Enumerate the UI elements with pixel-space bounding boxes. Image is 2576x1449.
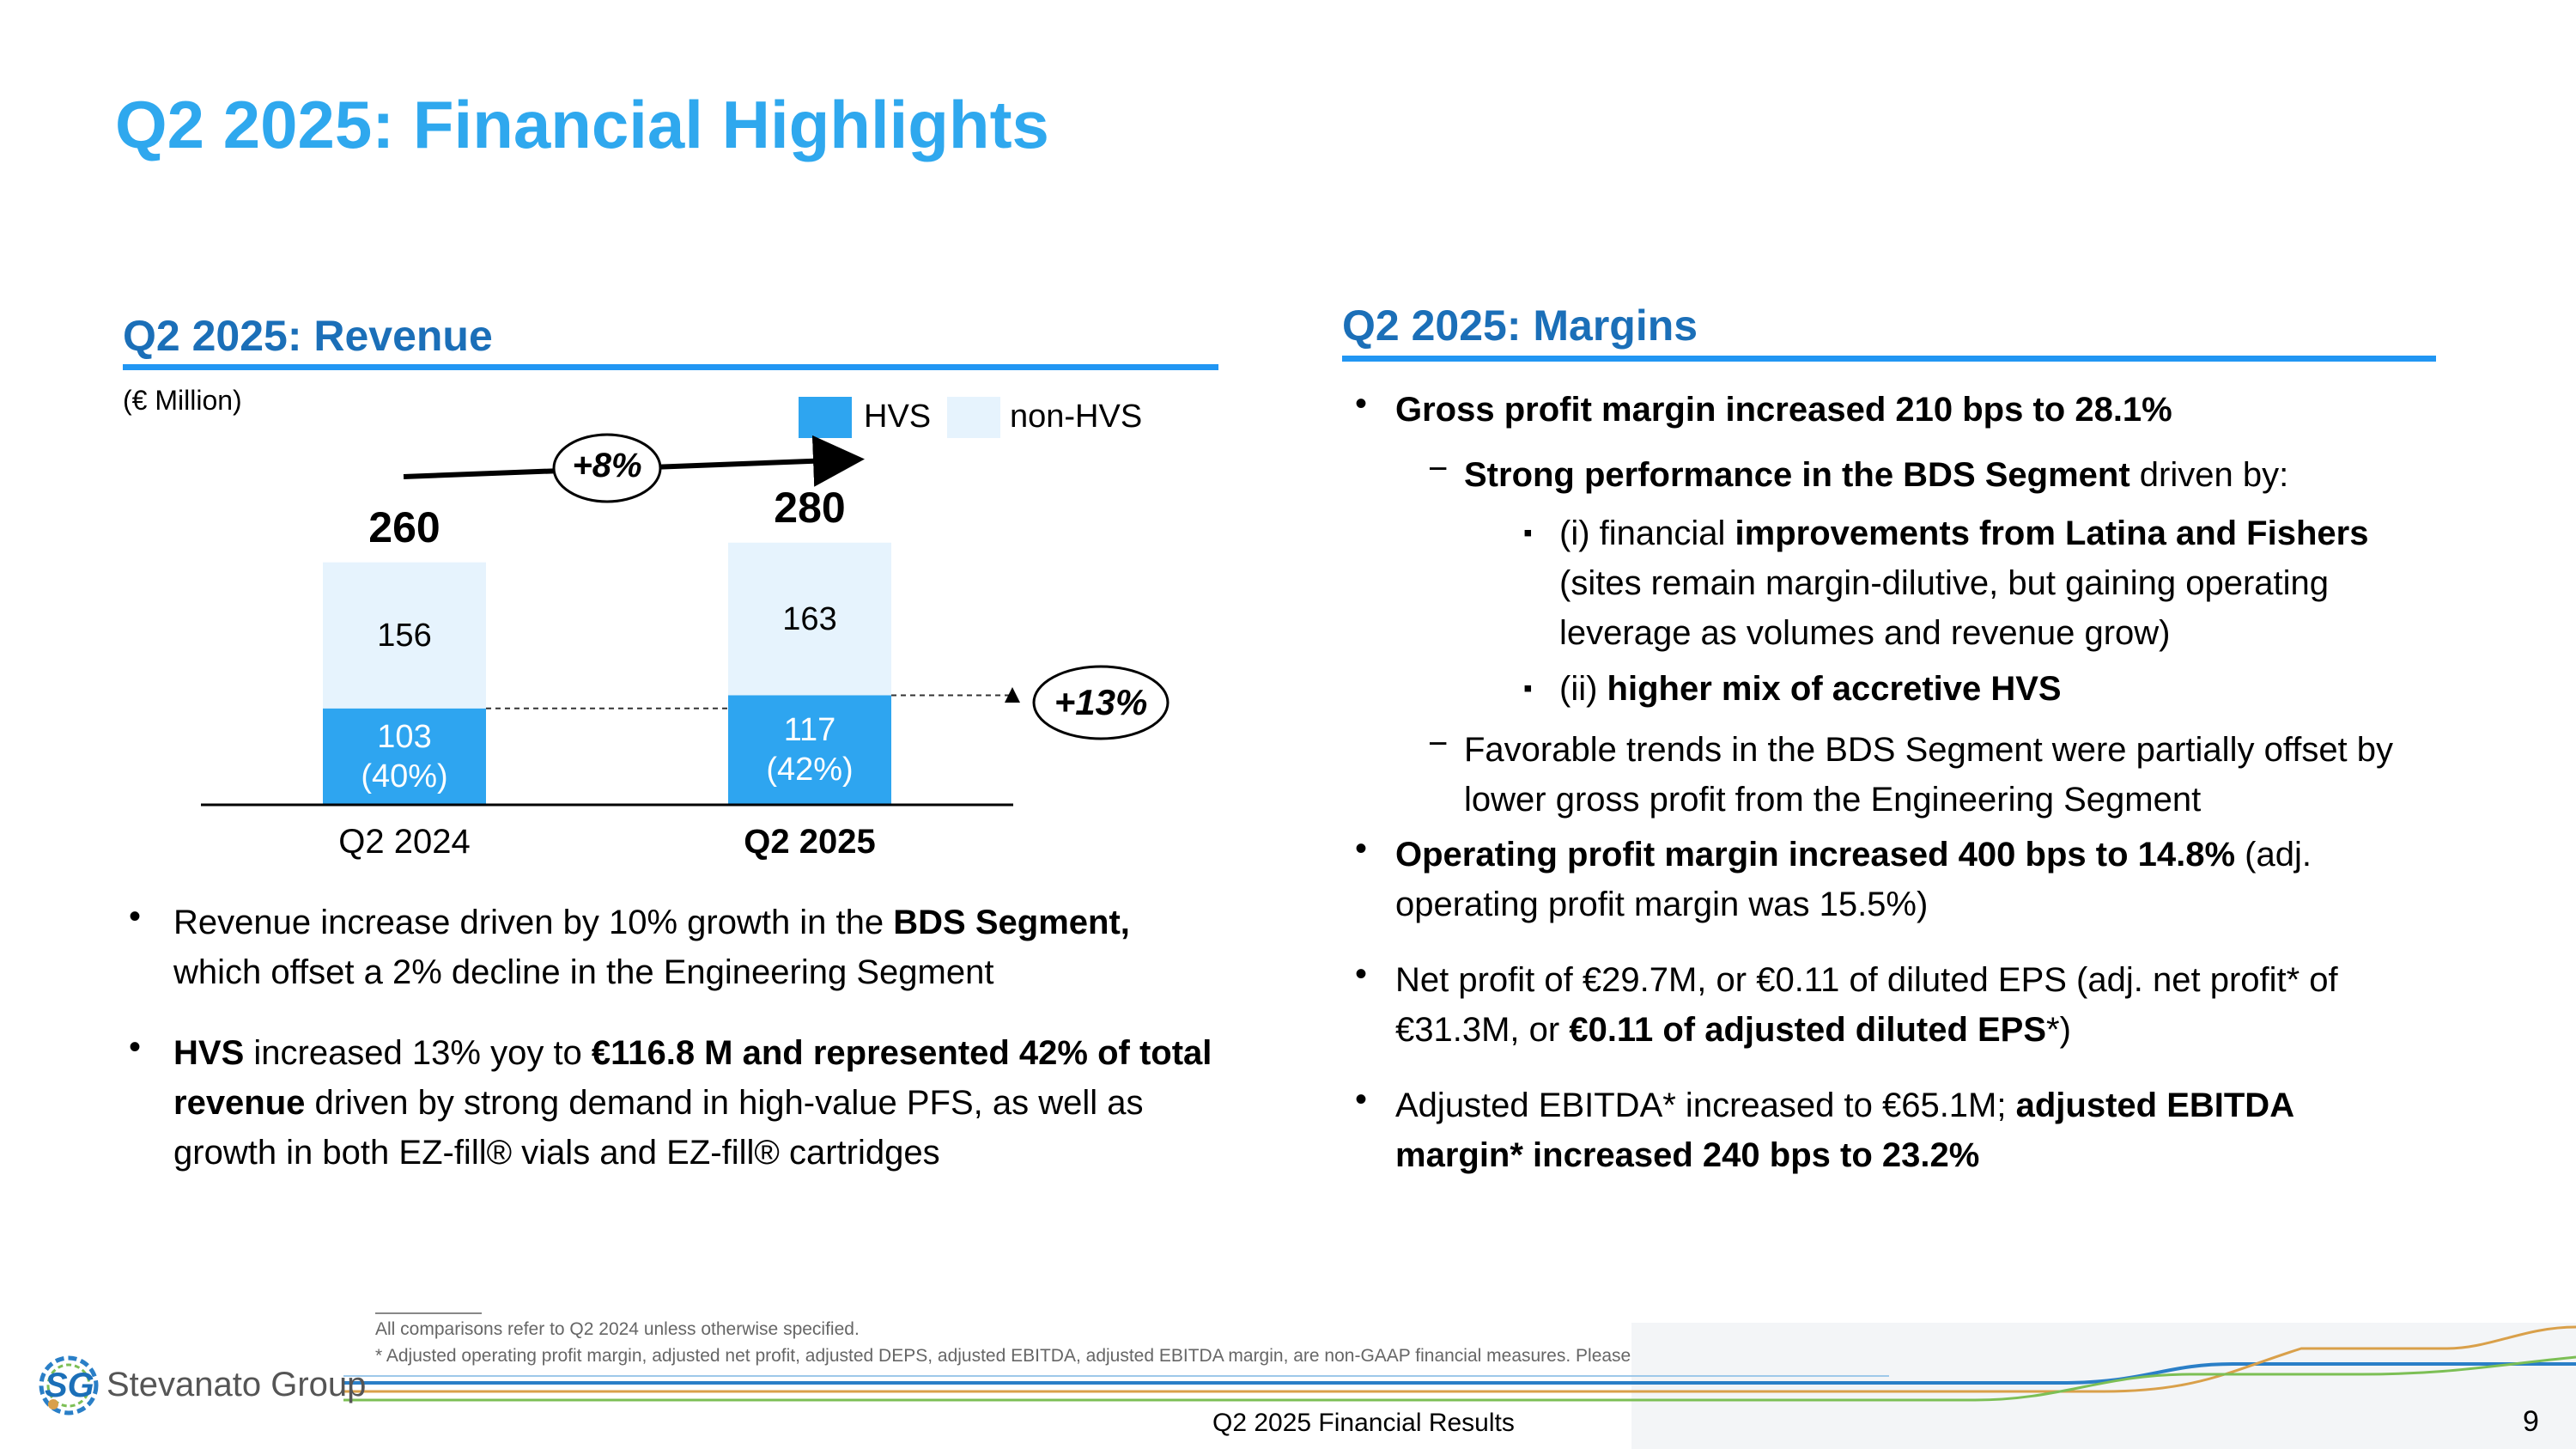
legend-label-hvs: HVS: [864, 399, 932, 435]
bar-q2-2024-non-hvs: [323, 562, 486, 709]
margins-item-2: Strong performance in the BDS Segment dr…: [1464, 450, 2426, 500]
revenue-bullet-1-part-1: Revenue increase driven by 10% growth in…: [173, 904, 894, 941]
margins-item-6-marker: •: [1355, 830, 1368, 868]
footer-line-green: [343, 1355, 2576, 1402]
x-tick-label-q2-2024: Q2 2024: [338, 823, 471, 861]
margins-item-7: Net profit of €29.7M, or €0.11 of dilute…: [1395, 955, 2426, 1055]
revenue-bullet-2-part-3: €116.8 M and represented 42% of total re…: [173, 1034, 1212, 1122]
logo-mark: SG: [45, 1367, 94, 1404]
margins-item-3-part-2: improvements from Latina and Fishers: [1735, 514, 2369, 552]
hvs-growth-label: +13%: [1054, 682, 1148, 722]
margins-item-3-part-3: (sites remain margin-dilutive, but gaini…: [1559, 564, 2330, 652]
footnote-rule: [375, 1312, 482, 1314]
revenue-stacked-bar-chart: [201, 433, 1170, 807]
margins-item-2-part-2: driven by:: [2129, 456, 2289, 494]
hvs-growth-callout: [1032, 665, 1170, 740]
margins-item-4-part-2: higher mix of accretive HVS: [1607, 670, 2062, 708]
margins-item-6: Operating profit margin increased 400 bp…: [1395, 830, 2426, 929]
margins-item-3: (i) financial improvements from Latina a…: [1559, 508, 2418, 658]
total-growth-label: +8%: [572, 447, 642, 484]
margins-item-3-marker: ▪: [1523, 519, 1533, 547]
legend-swatch-hvs: [799, 397, 852, 438]
revenue-bullet-1-marker: •: [129, 898, 142, 935]
logo-gear-icon: [39, 1355, 99, 1416]
bar-total-q2-2025: 280: [774, 483, 846, 532]
bar-q2-2024-hvs: [323, 708, 486, 805]
margins-item-4-marker: ▪: [1523, 674, 1533, 703]
footnote-1: All comparisons refer to Q2 2024 unless …: [375, 1319, 860, 1339]
margins-item-8-part-2: adjusted EBITDA margin* increased 240 bp…: [1395, 1087, 2293, 1174]
bar-q2-2025-hvs: [728, 695, 891, 805]
footer-line-orange: [343, 1325, 2576, 1393]
margins-item-4-part-1: (ii): [1559, 670, 1607, 708]
margins-item-7-part-2: €0.11 of adjusted diluted EPS: [1569, 1011, 2047, 1049]
hvs-growth-arrow-icon: [1005, 687, 1020, 703]
bar-label-q2-2024-hvs: 103 (40%): [361, 718, 448, 795]
margins-item-5-part-1: Favorable trends in the BDS Segment were…: [1464, 731, 2394, 819]
revenue-bullet-2: HVS increased 13% yoy to €116.8 M and re…: [173, 1028, 1217, 1178]
margins-item-1-marker: •: [1355, 385, 1368, 423]
margins-item-7-marker: •: [1355, 955, 1368, 993]
revenue-bullet-1-part-2: BDS Segment,: [893, 904, 1130, 941]
total-growth-callout: [552, 433, 662, 503]
bar-label-q2-2025-hvs: 117 (42%): [766, 712, 854, 788]
revenue-bullet-2-part-1: HVS: [173, 1034, 245, 1072]
margins-section-rule: [1342, 356, 2436, 362]
footer-doc-title: Q2 2025 Financial Results: [1212, 1409, 1515, 1437]
revenue-unit-note: (€ Million): [123, 385, 242, 416]
revenue-bullet-2-part-4: driven by strong demand in high-value PF…: [173, 1084, 1144, 1172]
margins-item-1-part-1: Gross profit margin increased 210 bps to…: [1395, 391, 2172, 429]
margins-item-1: Gross profit margin increased 210 bps to…: [1395, 385, 2426, 435]
margins-item-8-part-1: Adjusted EBITDA* increased to €65.1M;: [1395, 1087, 2016, 1124]
margins-item-2-part-1: Strong performance in the BDS Segment: [1464, 456, 2130, 494]
margins-item-5-marker: −: [1428, 725, 1449, 763]
revenue-section-rule: [123, 364, 1218, 370]
margins-item-6-part-1: Operating profit margin increased 400 bp…: [1395, 836, 2236, 874]
revenue-bullet-1: Revenue increase driven by 10% growth in…: [173, 898, 1217, 997]
legend-label-non-hvs: non-HVS: [1010, 399, 1143, 435]
bar-label-q2-2024-non-hvs: 156: [377, 617, 432, 654]
bar-q2-2025-non-hvs: [728, 542, 891, 696]
margins-item-8-marker: •: [1355, 1081, 1368, 1118]
revenue-section-title: Q2 2025: Revenue: [123, 312, 493, 360]
page-title: Q2 2025: Financial Highlights: [115, 87, 1049, 162]
margins-item-5: Favorable trends in the BDS Segment were…: [1464, 725, 2426, 825]
margins-item-3-part-1: (i) financial: [1559, 514, 1735, 552]
bar-label-q2-2025-non-hvs: 163: [782, 600, 837, 637]
footer-line-blue: [343, 1362, 2576, 1385]
bar-total-q2-2024: 260: [368, 502, 440, 551]
revenue-bullet-2-part-2: increased 13% yoy to: [244, 1034, 592, 1072]
company-logo: SG: [34, 1351, 103, 1420]
margins-item-8: Adjusted EBITDA* increased to €65.1M; ad…: [1395, 1081, 2426, 1180]
revenue-bullet-1-part-3: which offset a 2% decline in the Enginee…: [173, 953, 994, 991]
margins-section-title: Q2 2025: Margins: [1342, 301, 1698, 350]
margins-item-7-part-1: Net profit of €29.7M, or €0.11 of dilute…: [1395, 961, 2338, 1049]
x-tick-label-q2-2025: Q2 2025: [744, 823, 876, 861]
margins-item-4: (ii) higher mix of accretive HVS: [1559, 664, 2418, 714]
footer-decorative-lines: [343, 1323, 2576, 1449]
margins-item-2-marker: −: [1428, 450, 1449, 488]
revenue-bullet-2-marker: •: [129, 1028, 142, 1066]
margins-item-6-part-2: (adj. operating profit margin was 15.5%): [1395, 836, 2312, 923]
margins-item-7-part-3: *): [2046, 1011, 2071, 1049]
page-number: 9: [2523, 1405, 2539, 1438]
footer-background-panel: [1631, 1323, 2576, 1449]
legend-swatch-non-hvs: [947, 397, 1000, 438]
company-name: Stevanato Group: [106, 1366, 367, 1403]
